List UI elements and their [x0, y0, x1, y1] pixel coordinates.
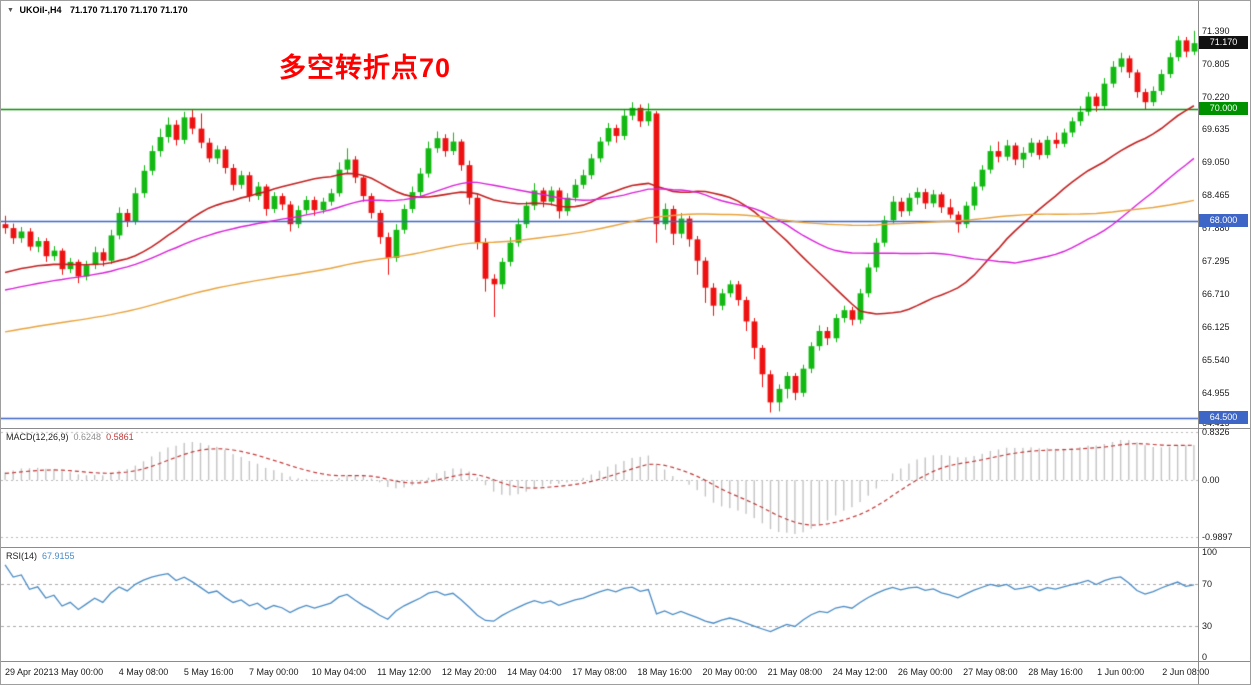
- axis-separator: [1198, 1, 1199, 684]
- rsi-value: 67.9155: [42, 551, 75, 561]
- price-axis-label: 71.390: [1202, 25, 1230, 36]
- time-axis-label: 10 May 04:00: [311, 667, 367, 677]
- time-axis-label: 4 May 08:00: [118, 667, 169, 677]
- time-axis-label: 7 May 00:00: [249, 667, 299, 677]
- time-axis-label: 5 May 16:00: [183, 667, 234, 677]
- price-level-badge: 70.000: [1199, 101, 1248, 115]
- macd-axis-label: 0.8326: [1202, 427, 1230, 438]
- symbol-dropdown-icon[interactable]: ▼: [7, 7, 14, 14]
- time-axis-label: 21 May 08:00: [767, 667, 823, 677]
- price-axis-label: 69.635: [1202, 124, 1230, 135]
- rsi-axis-label: 70: [1202, 578, 1213, 589]
- macd-label: MACD(12,26,9) 0.6248 0.5861: [6, 432, 134, 442]
- time-axis-label: 29 Apr 2021: [5, 667, 54, 677]
- price-axis-label: 66.710: [1202, 288, 1230, 299]
- rsi-canvas[interactable]: [1, 548, 1198, 661]
- rsi-axis-label: 100: [1202, 547, 1218, 557]
- panel-divider[interactable]: [1, 547, 1250, 548]
- rsi-name: RSI(14): [6, 551, 38, 561]
- price-axis[interactable]: 71.390 70.805 70.220 69.635 69.050 68.465 67.8…: [1199, 1, 1250, 684]
- price-axis-label: 65.540: [1202, 354, 1230, 365]
- panel-divider: [1, 661, 1250, 662]
- time-axis-label: 12 May 20:00: [441, 667, 497, 677]
- macd-axis-label: 0.00: [1202, 475, 1220, 486]
- symbol-period-label: UKOil-,H4: [19, 5, 62, 15]
- price-axis-label: 67.880: [1202, 223, 1230, 234]
- chart-title: ▼ UKOil-,H4 71.170 71.170 71.170 71.170: [7, 5, 188, 15]
- time-axis-label: 17 May 08:00: [572, 667, 627, 677]
- macd-axis-label: -0.9897: [1202, 532, 1233, 543]
- chart-annotation[interactable]: 多空转折点70: [279, 53, 452, 83]
- macd-value-main: 0.6248: [73, 432, 102, 442]
- current-price-badge: 71.170: [1199, 36, 1248, 50]
- time-axis-label: 3 May 00:00: [53, 667, 104, 677]
- rsi-label: RSI(14) 67.9155: [6, 551, 75, 561]
- time-axis-label: 18 May 16:00: [637, 667, 692, 677]
- macd-name: MACD(12,26,9): [6, 432, 69, 442]
- price-axis-label: 70.220: [1202, 91, 1230, 102]
- price-axis-label: 69.050: [1202, 157, 1230, 168]
- price-axis-label: 67.295: [1202, 256, 1230, 266]
- time-axis-label: 2 Jun 08:00: [1162, 667, 1210, 677]
- price-axis-label: 66.125: [1202, 321, 1230, 332]
- time-axis-label: 1 Jun 00:00: [1097, 667, 1145, 677]
- time-axis-label: 14 May 04:00: [507, 667, 562, 677]
- time-axis-label: 27 May 08:00: [963, 667, 1018, 677]
- main-chart-canvas[interactable]: [1, 1, 1198, 428]
- price-axis-label: 70.805: [1202, 58, 1230, 69]
- price-level-badge: 64.500: [1199, 411, 1248, 425]
- price-axis-label: 64.955: [1202, 387, 1230, 398]
- time-axis-label: 28 May 16:00: [1028, 667, 1083, 677]
- time-axis-label: 24 May 12:00: [832, 667, 888, 677]
- time-axis[interactable]: 29 Apr 2021 3 May 00:00 4 May 08:00 5 May 1…: [1, 662, 1250, 684]
- ohlc-quote-label: 71.170 71.170 71.170 71.170: [69, 5, 188, 15]
- price-axis-label: 68.465: [1202, 190, 1230, 201]
- macd-value-signal: 0.5861: [106, 432, 134, 442]
- panel-divider[interactable]: [1, 428, 1250, 429]
- price-level-badge: 68.000: [1199, 214, 1248, 228]
- time-axis-label: 20 May 00:00: [702, 667, 758, 677]
- rsi-axis-label: 0: [1202, 652, 1208, 662]
- macd-canvas[interactable]: [1, 429, 1198, 547]
- time-axis-label: 11 May 12:00: [377, 667, 431, 677]
- time-axis-label: 26 May 00:00: [897, 667, 953, 677]
- rsi-axis-label: 30: [1202, 620, 1213, 631]
